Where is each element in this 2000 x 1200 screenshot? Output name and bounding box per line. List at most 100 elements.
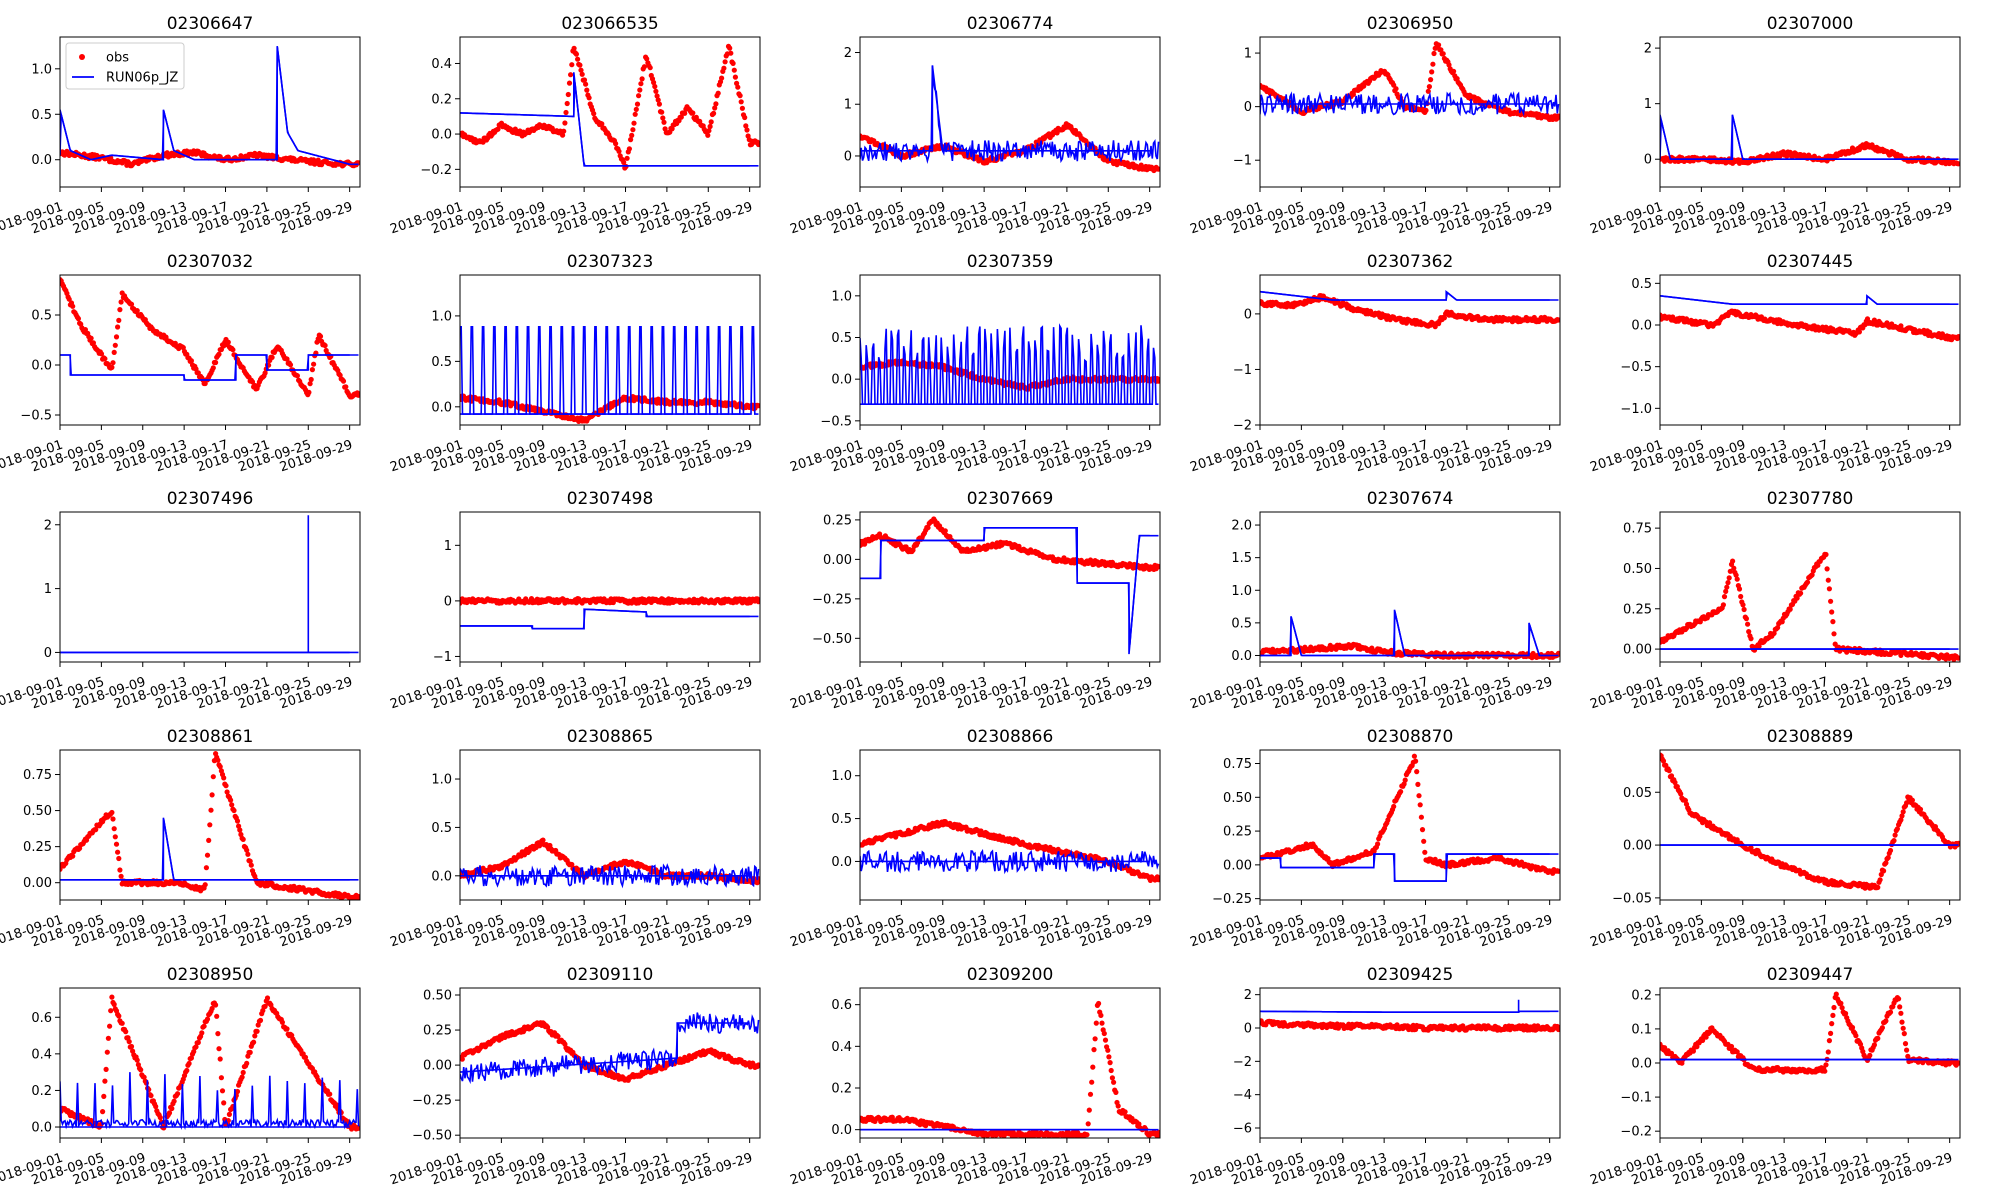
y-tick-label: 0.50: [1623, 562, 1652, 577]
series-model: [60, 818, 359, 881]
series-model-outline: [1660, 114, 1950, 160]
obs-point: [294, 373, 300, 379]
obs-point: [355, 894, 360, 900]
axes-frame: [459, 511, 761, 663]
chart-panel-02308861: 023088610.000.250.500.752018-09-012018-0…: [0, 727, 361, 950]
y-tick-label: 1.0: [831, 769, 852, 784]
panel-title: 02308865: [567, 727, 654, 747]
obs-point: [66, 296, 72, 302]
y-tick-label: −0.5: [20, 409, 52, 424]
chart-panel-02308866: 023088660.00.51.02018-09-012018-09-05201…: [788, 727, 1161, 950]
obs-point: [204, 852, 211, 858]
y-tick-label: 0.0: [31, 153, 52, 168]
obs-point: [1771, 630, 1777, 636]
obs-point: [661, 119, 667, 125]
series-model-outline: [60, 515, 350, 654]
obs-point: [1856, 329, 1862, 335]
obs-point: [317, 333, 324, 339]
obs-point: [247, 858, 253, 864]
y-tick-label: 1.0: [431, 309, 452, 324]
obs-point: [495, 126, 501, 132]
obs-point: [311, 361, 317, 367]
obs-point: [1731, 565, 1737, 571]
series-obs: [1260, 753, 1560, 876]
obs-point: [613, 141, 619, 147]
obs-point: [1727, 568, 1733, 574]
y-tick-label: 0.5: [431, 821, 452, 836]
series-model-outline: [460, 608, 750, 630]
obs-point: [70, 303, 76, 309]
series-obs: [860, 516, 1160, 573]
obs-point: [1388, 647, 1394, 654]
obs-point: [1555, 317, 1560, 323]
y-tick-label: 0.00: [23, 876, 52, 891]
obs-point: [109, 364, 115, 370]
obs-point: [1748, 636, 1754, 642]
chart-panel-02306950: 02306950−1012018-09-012018-09-052018-09-…: [1188, 14, 1561, 237]
obs-point: [719, 75, 725, 81]
obs-point: [925, 525, 931, 531]
series-model: [460, 863, 760, 889]
obs-point: [245, 851, 251, 857]
obs-point: [732, 74, 739, 80]
obs-point: [1741, 606, 1747, 613]
plot-area: [860, 516, 1160, 655]
series-obs: [60, 277, 360, 400]
plot-area: [1260, 609, 1560, 661]
obs-point: [1743, 616, 1749, 622]
obs-point: [116, 317, 122, 323]
y-tick-label: −0.5: [1620, 360, 1652, 375]
legend-obs-marker: [79, 54, 85, 60]
y-tick-label: 0.75: [1623, 522, 1652, 537]
obs-point: [652, 83, 658, 90]
series-model-outline: [1660, 294, 1950, 306]
obs-point: [713, 101, 719, 107]
y-tick-label: 0: [1244, 307, 1252, 322]
obs-point: [1831, 631, 1837, 637]
chart-panel-02307323: 023073230.00.51.02018-09-012018-09-05201…: [388, 252, 761, 475]
obs-point: [1830, 619, 1836, 625]
plot-area: [860, 323, 1160, 406]
obs-point: [616, 148, 622, 154]
y-tick-label: 0: [1244, 100, 1252, 115]
obs-point: [581, 77, 588, 83]
y-tick-label: −0.25: [812, 592, 852, 607]
obs-point: [1425, 88, 1431, 94]
obs-point: [754, 880, 760, 886]
y-tick-label: 1: [44, 582, 52, 597]
obs-point: [738, 99, 744, 105]
obs-point: [638, 81, 644, 87]
y-tick-label: 0.50: [23, 804, 52, 819]
obs-point: [561, 128, 567, 134]
obs-point: [1828, 598, 1834, 604]
y-tick-label: 1: [1644, 97, 1652, 112]
y-tick-label: 0.4: [431, 57, 452, 72]
obs-point: [577, 62, 583, 68]
obs-point: [641, 64, 648, 70]
plot-area: [1260, 753, 1560, 882]
obs-point: [591, 111, 597, 117]
obs-point: [629, 132, 635, 138]
obs-point: [322, 342, 328, 349]
y-tick-label: 0.5: [31, 108, 52, 123]
series-model-outline: [860, 526, 1150, 655]
obs-point: [706, 128, 712, 134]
series-model: [1660, 294, 1959, 306]
panel-title: 02306950: [1367, 14, 1454, 34]
obs-point: [1794, 595, 1800, 601]
obs-point: [230, 347, 236, 353]
obs-point: [118, 299, 124, 305]
obs-point: [116, 855, 122, 862]
obs-point: [626, 146, 633, 152]
axes-frame: [59, 511, 361, 663]
obs-point: [228, 797, 234, 803]
panel-title: 02308866: [967, 727, 1054, 747]
chart-panel-02306774: 023067740122018-09-012018-09-052018-09-0…: [788, 14, 1161, 237]
obs-point: [578, 67, 584, 73]
obs-point: [269, 354, 275, 360]
obs-point: [586, 95, 592, 101]
obs-point: [1898, 323, 1904, 329]
axes-frame: [859, 749, 1161, 901]
y-tick-label: 0.25: [23, 840, 52, 855]
chart-panel-023066535: 023066535−0.20.00.20.42018-09-012018-09-…: [388, 14, 761, 237]
